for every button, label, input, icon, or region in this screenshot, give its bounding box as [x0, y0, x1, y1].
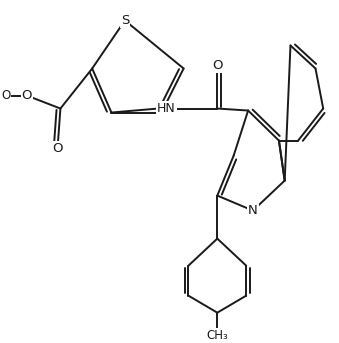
Text: N: N [248, 204, 258, 217]
Text: S: S [121, 14, 129, 27]
Text: O: O [52, 142, 63, 155]
Text: O: O [212, 59, 223, 72]
Text: HN: HN [157, 102, 176, 115]
Text: O: O [21, 89, 32, 102]
Text: O: O [1, 89, 10, 102]
Text: CH₃: CH₃ [206, 329, 228, 342]
